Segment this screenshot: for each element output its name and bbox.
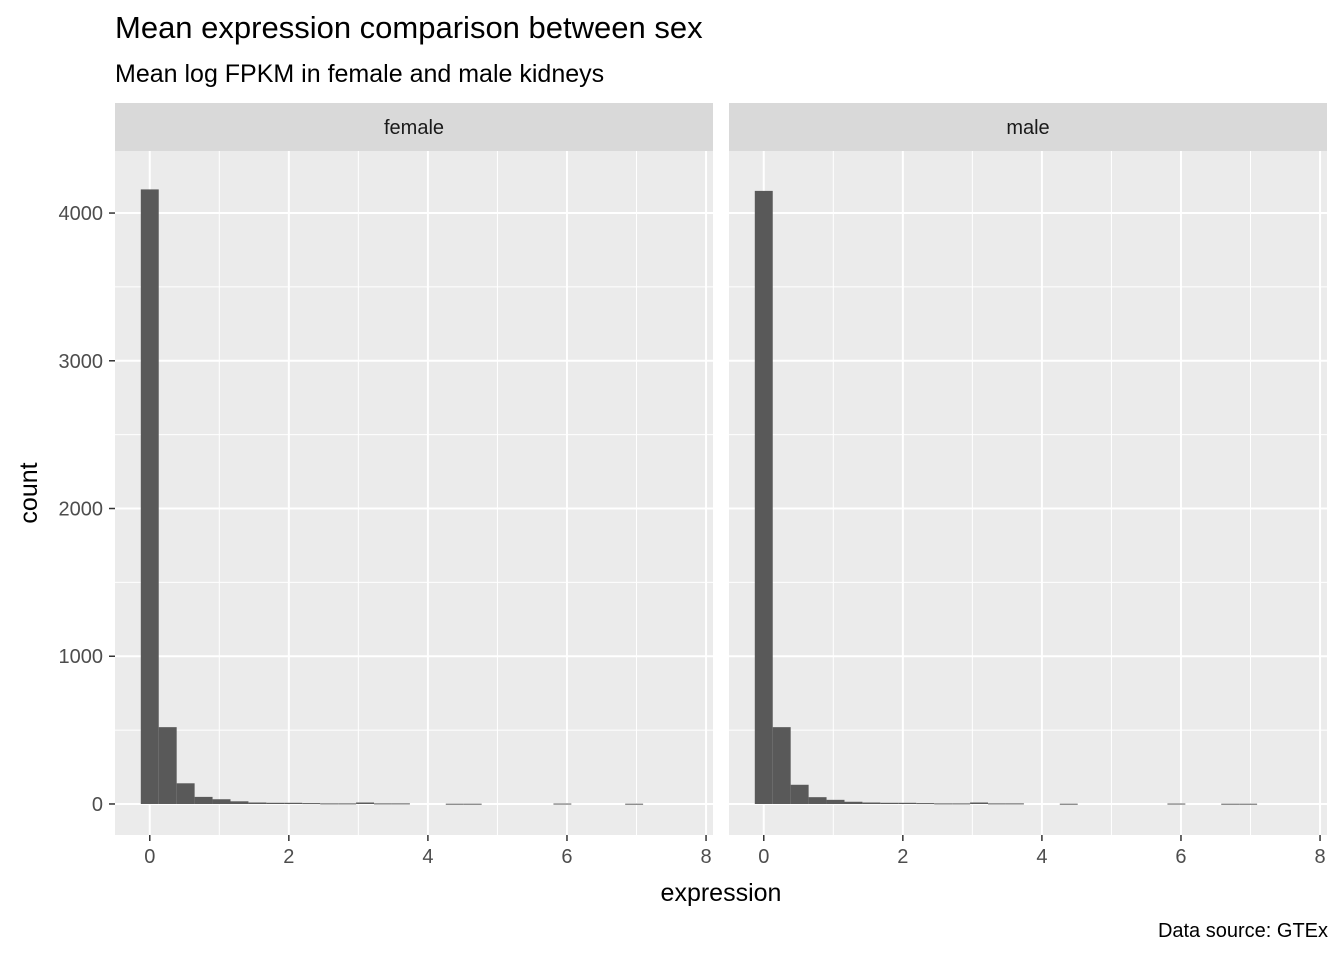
y-tick-label: 0 — [92, 794, 103, 816]
histogram-bar — [754, 190, 773, 804]
histogram-bar — [140, 189, 159, 804]
histogram-bar — [1005, 803, 1024, 805]
histogram-bar — [1059, 803, 1078, 805]
panel-background — [729, 151, 1327, 835]
x-tick-label: 4 — [1036, 846, 1047, 868]
histogram-bar — [1167, 803, 1186, 805]
chart-subtitle: Mean log FPKM in female and male kidneys — [115, 60, 605, 88]
histogram-bar — [916, 803, 935, 805]
histogram-bar — [772, 727, 791, 804]
histogram-bar — [952, 803, 971, 805]
facet-strip-label: female — [384, 117, 444, 139]
histogram-bar — [790, 784, 809, 804]
histogram-bar — [934, 803, 953, 805]
facet-strip-label: male — [1006, 117, 1049, 139]
y-tick-label: 1000 — [59, 646, 104, 668]
x-tick-label: 8 — [700, 846, 711, 868]
x-tick-label: 2 — [897, 846, 908, 868]
histogram-bar — [1221, 803, 1240, 805]
x-tick-label: 0 — [758, 846, 769, 868]
x-tick-label: 4 — [422, 846, 433, 868]
histogram-bar — [1239, 803, 1258, 805]
facet-panel-male: male — [729, 103, 1327, 835]
histogram-bar — [320, 803, 339, 805]
y-tick-label: 2000 — [59, 499, 104, 521]
histogram-bar — [356, 802, 375, 804]
histogram-bar — [844, 801, 863, 804]
histogram-bar — [302, 803, 321, 805]
histogram-bar — [338, 803, 357, 805]
y-tick-label: 3000 — [59, 351, 104, 373]
histogram-bar — [826, 799, 845, 804]
histogram-bar — [176, 783, 195, 804]
histogram-bar — [463, 803, 482, 805]
histogram-bar — [194, 796, 213, 804]
histogram-bar — [553, 803, 572, 805]
data-source-caption: Data source: GTEx — [1157, 920, 1328, 942]
y-tick-label: 4000 — [59, 203, 104, 225]
histogram-bar — [862, 802, 881, 804]
histogram-bar — [625, 803, 644, 805]
chart-title: Mean expression comparison between sex — [115, 10, 703, 45]
histogram-bar — [391, 803, 410, 805]
x-axis-title: expression — [661, 879, 782, 907]
histogram-bar — [158, 727, 177, 804]
histogram-bar — [266, 802, 285, 804]
x-tick-label: 2 — [283, 846, 294, 868]
histogram-bar — [248, 802, 267, 804]
histogram-bar — [880, 802, 899, 804]
histogram-bar — [445, 803, 464, 805]
x-tick-label: 0 — [144, 846, 155, 868]
histogram-bar — [284, 802, 303, 804]
x-tick-label: 8 — [1314, 846, 1325, 868]
histogram-bar — [374, 803, 392, 805]
panel-background — [115, 151, 713, 835]
axes: 0 2 4 6 8 0 2 4 6 8 0 1000 2000 3000 4000 expression cou… — [15, 203, 1326, 907]
y-axis-title: count — [15, 462, 43, 523]
histogram-bar — [212, 799, 231, 804]
facet-strip — [115, 103, 713, 151]
histogram-bar — [808, 797, 827, 804]
x-tick-label: 6 — [1175, 846, 1186, 868]
histogram-bar — [988, 803, 1006, 805]
facet-panel-female: female — [115, 103, 713, 835]
histogram-bar — [970, 802, 989, 804]
histogram-bar — [898, 802, 917, 804]
x-tick-label: 6 — [561, 846, 572, 868]
facet-strip — [729, 103, 1327, 151]
histogram-bar — [230, 801, 249, 804]
